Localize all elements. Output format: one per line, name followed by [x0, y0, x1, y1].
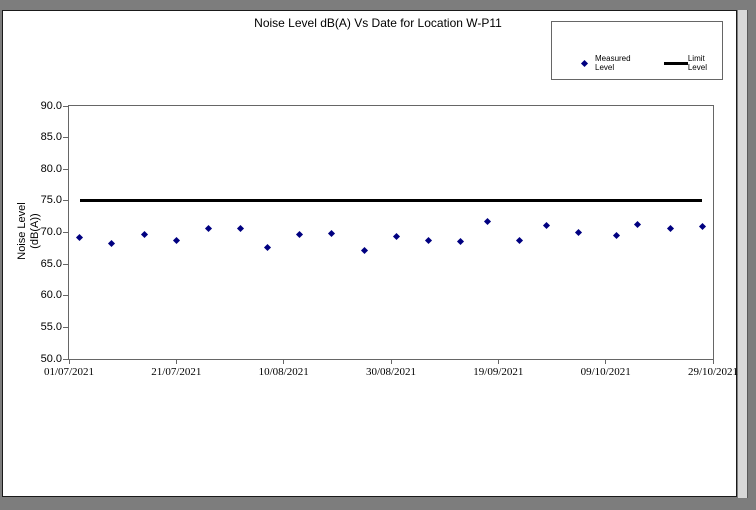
- x-tick-label: 10/08/2021: [258, 366, 309, 378]
- data-point: [172, 236, 180, 244]
- limit-line-icon: [663, 61, 688, 65]
- data-point: [296, 230, 304, 238]
- x-tick: [605, 359, 607, 364]
- data-point: [634, 221, 642, 229]
- x-tick-label: 29/10/2021: [687, 366, 739, 378]
- plot-area: 50.0 55.0 60.0 65.0 70.0 75.0 80.0 85.0 90.0 01/0…: [41, 100, 738, 379]
- data-point: [328, 229, 336, 237]
- data-point: [360, 246, 368, 254]
- x-tick-label: 19/09/2021: [473, 366, 524, 378]
- data-point: [612, 232, 620, 240]
- data-point: [204, 225, 213, 233]
- y-tick-label: 50.0: [40, 352, 62, 365]
- data-point: [76, 234, 84, 242]
- y-tick: [63, 326, 68, 328]
- legend-limit-label: Limit Level: [687, 54, 707, 72]
- data-point: [108, 240, 116, 248]
- y-tick: [63, 295, 68, 297]
- y-tick: [63, 263, 68, 265]
- y-tick: [63, 358, 68, 360]
- x-tick-label: 09/10/2021: [580, 366, 631, 378]
- chart-title: Noise Level dB(A) Vs Date for Location W…: [254, 16, 502, 30]
- data-point: [575, 228, 583, 237]
- y-tick: [63, 200, 68, 202]
- y-tick: [63, 168, 68, 170]
- data-point: [392, 232, 400, 240]
- limit-line: [79, 199, 703, 203]
- x-tick: [497, 359, 499, 364]
- y-tick-label: 75.0: [40, 194, 62, 207]
- x-tick-label: 30/08/2021: [365, 366, 417, 378]
- data-point: [425, 237, 433, 245]
- y-tick: [63, 232, 68, 233]
- data-point: [140, 230, 148, 238]
- scrollbar-track[interactable]: [738, 10, 748, 498]
- data-point: [457, 237, 465, 245]
- y-tick-label: 85.0: [40, 131, 62, 144]
- x-tick: [712, 359, 714, 364]
- y-tick-label: 60.0: [40, 289, 62, 302]
- x-tick-label: 01/07/2021: [43, 366, 95, 378]
- data-point: [698, 223, 706, 231]
- data-point: [666, 225, 674, 233]
- y-tick-label: 70.0: [40, 226, 62, 238]
- y-tick-label: 65.0: [40, 257, 62, 270]
- y-tick: [63, 137, 68, 139]
- diamond-marker-icon: [580, 59, 589, 67]
- x-tick: [390, 359, 392, 364]
- x-tick: [175, 359, 177, 364]
- legend-row: Measured Level Limit Level: [552, 54, 722, 72]
- legend: Measured Level Limit Level: [551, 21, 723, 80]
- y-tick-label: 80.0: [40, 162, 62, 175]
- y-tick-label: 55.0: [40, 320, 62, 333]
- x-tick-label: 21/07/2021: [151, 366, 202, 378]
- x-tick: [68, 359, 70, 364]
- y-tick-label: 90.0: [40, 99, 62, 112]
- x-tick: [283, 359, 285, 364]
- legend-measured-label: Measured Level: [595, 54, 631, 72]
- data-point: [484, 217, 492, 225]
- report-page: Noise Level dB(A) Vs Date for Location W…: [2, 10, 738, 497]
- data-point: [237, 225, 245, 233]
- data-point: [516, 236, 524, 244]
- data-point: [543, 221, 551, 230]
- y-tick: [63, 105, 68, 107]
- data-point: [264, 244, 272, 252]
